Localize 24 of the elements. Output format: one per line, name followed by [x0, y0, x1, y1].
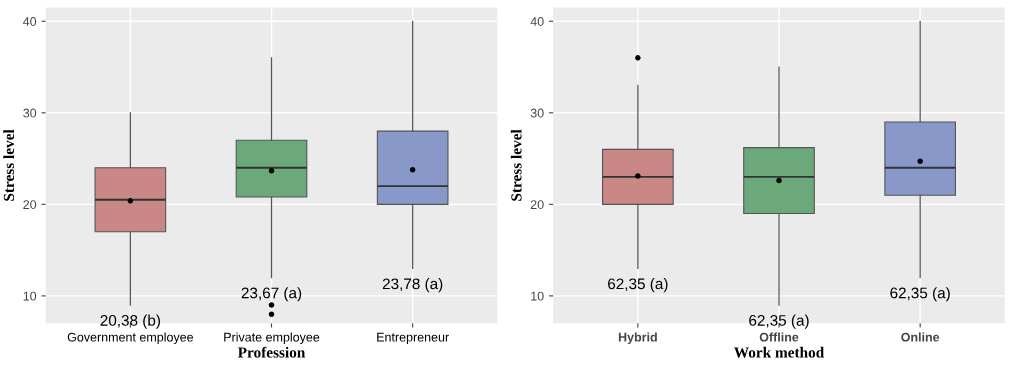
- x-tick-label: Government employee: [67, 332, 194, 345]
- annotation: 23,67 (a): [241, 287, 302, 302]
- y-axis-title: Stress level: [3, 129, 15, 201]
- x-tick-label: Online: [901, 332, 940, 342]
- x-axis-title: Profession: [237, 346, 306, 358]
- y-tick-label: 10: [531, 291, 544, 301]
- annotation: 62,35 (a): [608, 277, 668, 293]
- annotation: 62,35 (a): [749, 314, 809, 329]
- x-tick-label: Offline: [759, 332, 799, 342]
- x-tick-label: Private employee: [224, 332, 320, 345]
- annotation: 23,78 (a): [382, 277, 443, 293]
- x-tick-label: Hybrid: [618, 332, 657, 345]
- annotation: 62,35 (a): [890, 287, 950, 302]
- y-tick-label: 20: [23, 200, 37, 209]
- annotation: 20,38 (b): [100, 314, 160, 329]
- x-axis-title: Work method: [734, 346, 825, 358]
- y-tick-label: 20: [530, 200, 544, 209]
- y-axis-title: Stress level: [510, 129, 522, 201]
- y-tick-label: 30: [530, 108, 544, 118]
- y-tick-label: 40: [23, 17, 37, 26]
- y-tick-label: 10: [23, 291, 37, 301]
- y-tick-label: 40: [530, 17, 544, 26]
- x-tick-label: Entrepreneur: [377, 332, 449, 345]
- y-tick-label: 30: [23, 108, 37, 118]
